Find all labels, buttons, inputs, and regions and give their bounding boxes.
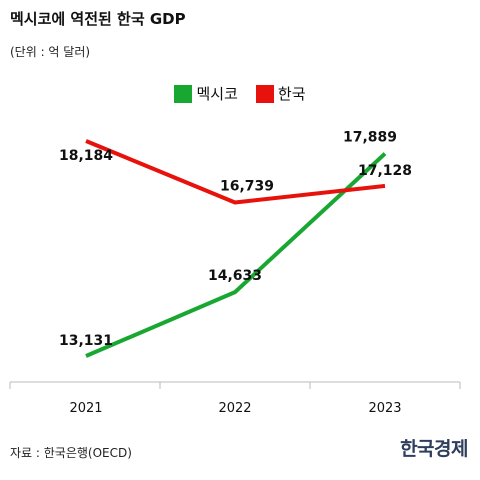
x-tick-label-2021: 2021 — [69, 401, 102, 416]
legend-item-mexico: 멕시코 — [174, 83, 238, 104]
legend: 멕시코 한국 — [0, 83, 480, 104]
data-label-mexico-2021: 13,131 — [59, 333, 113, 349]
legend-swatch-mexico — [174, 84, 193, 103]
publisher-logo: 한국경제 — [400, 438, 468, 460]
data-label-mexico-2022: 14,633 — [208, 268, 262, 284]
series-line-mexico — [85, 152, 387, 358]
legend-label-mexico: 멕시코 — [196, 85, 238, 103]
source-label: 자료 : 한국은행(OECD) — [10, 446, 132, 460]
data-label-korea-2022: 16,739 — [220, 178, 274, 194]
x-tick-label-2023: 2023 — [368, 401, 401, 416]
x-tick-label-2022: 2022 — [218, 401, 251, 416]
series-line-korea — [85, 139, 386, 205]
data-label-mexico-2023: 17,889 — [343, 130, 397, 146]
legend-label-korea: 한국 — [277, 85, 306, 103]
legend-swatch-korea — [255, 84, 274, 103]
data-label-korea-2021: 18,184 — [59, 148, 113, 164]
legend-item-korea: 한국 — [255, 83, 306, 104]
data-label-korea-2023: 17,128 — [358, 163, 412, 179]
unit-label: (단위 : 억 달러) — [10, 45, 91, 59]
chart-title: 멕시코에 역전된 한국 GDP — [10, 10, 186, 28]
